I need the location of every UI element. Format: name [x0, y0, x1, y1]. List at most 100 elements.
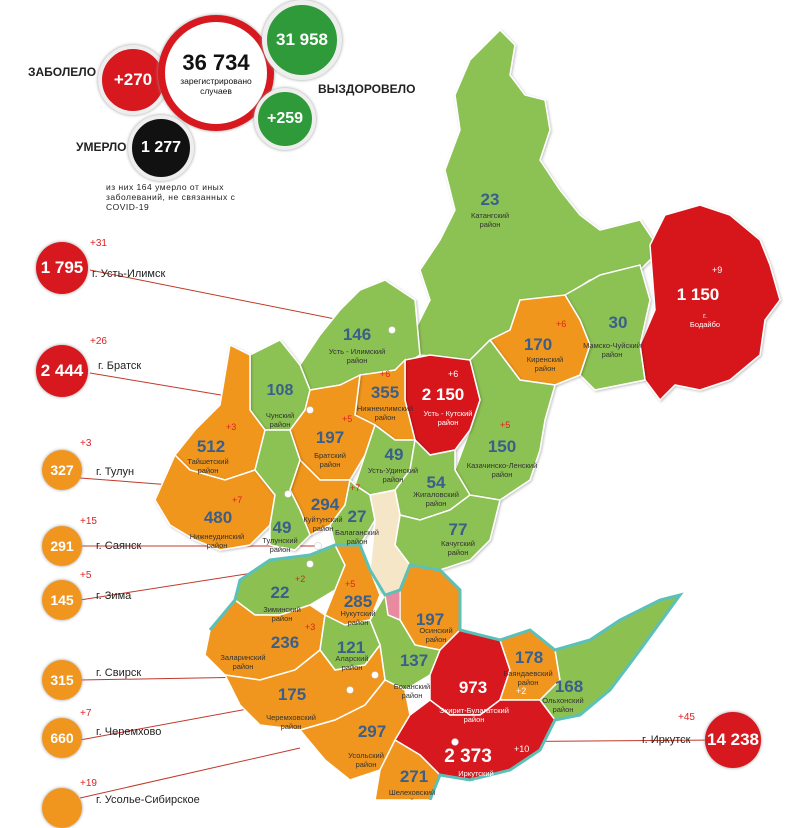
city-name: г. Свирск — [96, 667, 142, 679]
city-badge — [42, 788, 82, 828]
city-badge: 327 — [42, 450, 82, 490]
district-name: Качугский район — [441, 539, 475, 557]
district-value: 285 — [344, 592, 372, 611]
district-name: Боханский район — [394, 682, 430, 700]
district-delta: +6 — [556, 319, 566, 329]
city-value: 327 — [50, 462, 74, 478]
infected-new-value: +270 — [113, 70, 153, 89]
district-delta: +10 — [514, 744, 529, 754]
recovered-new-value: +259 — [266, 110, 304, 127]
district-value: 197 — [316, 428, 344, 447]
district-value: 27 — [348, 507, 367, 526]
recovered-total-badge: 31 958 — [262, 0, 342, 80]
district-name: Тулунский район — [262, 536, 297, 554]
district-value: 30 — [609, 313, 628, 332]
district-name: Заларинский район — [220, 653, 265, 671]
district-value: 197 — [416, 610, 444, 629]
city-name: г. Иркутск — [642, 734, 691, 746]
district-value: 175 — [278, 685, 306, 704]
district-value: 480 — [204, 508, 232, 527]
district-name: Балаганский район — [335, 528, 379, 546]
south-outline — [208, 543, 684, 800]
city-name: г. Тулун — [96, 466, 135, 478]
died-value: 1 277 — [140, 139, 182, 156]
city-value: 291 — [50, 538, 74, 554]
city-value: 315 — [50, 672, 74, 688]
district-value: 2 373 — [444, 746, 492, 767]
district-name: Чунский район — [266, 411, 294, 429]
district-name: Аларский район — [335, 654, 368, 672]
city-name: г. Братск — [98, 360, 142, 372]
district-value: 49 — [385, 445, 404, 464]
district-value: 54 — [427, 473, 446, 492]
city-delta: +3 — [80, 438, 92, 449]
recovered-new-badge: +259 — [254, 88, 316, 150]
total-caption: зарегистрировано случаев — [180, 76, 252, 96]
city-badge: 145 — [42, 580, 82, 620]
city-delta: +45 — [678, 712, 695, 723]
district-name: Киренский район — [527, 355, 563, 373]
region-map: 23 Катангский район 1 150 г. Бодайбо +9 146 Усть… — [79, 28, 781, 800]
district-value: 49 — [273, 518, 292, 537]
city-delta: +19 — [80, 778, 97, 789]
district-delta: +7 — [232, 495, 242, 505]
district-value: 2 150 — [422, 385, 465, 404]
district-name: Нижнеилимский район — [357, 404, 413, 422]
city-badge: 660 — [42, 718, 82, 758]
city-value: 145 — [50, 592, 74, 608]
district-delta: +3 — [226, 422, 236, 432]
district-value: 1 150 — [677, 285, 720, 304]
district-value: 108 — [267, 382, 294, 399]
district-name: Катангский район — [471, 211, 509, 229]
city-delta: +7 — [80, 708, 92, 719]
city-name: г. Усть-Илимск — [92, 268, 166, 280]
city-badge: 1 795 — [36, 242, 88, 294]
district-name: Зиминский район — [263, 605, 301, 623]
district-name: Усть - Кутский район — [424, 409, 473, 427]
city-badge: 14 238 — [705, 712, 761, 768]
district-delta: +5 — [342, 414, 352, 424]
died-label: УМЕРЛО — [76, 140, 127, 154]
city-badge: 2 444 — [36, 345, 88, 397]
city-delta: +26 — [90, 336, 107, 347]
district-value: 168 — [555, 677, 583, 696]
district-tulunsky[interactable] — [254, 429, 311, 551]
district-name: Казачинско-Ленский район — [467, 461, 538, 479]
district-name: Нижнеудинский район — [190, 532, 244, 550]
district-value: 178 — [515, 648, 543, 667]
city-delta: +5 — [80, 570, 92, 581]
district-name: Эхирит-Булагатский район — [439, 706, 509, 724]
recovered-label: ВЫЗДОРОВЕЛО — [318, 82, 416, 96]
city-name: г. Усолье-Сибирское — [96, 794, 200, 806]
infected-label: ЗАБОЛЕЛО — [28, 65, 97, 79]
recovered-total-value: 31 958 — [276, 30, 328, 49]
died-badge: 1 277 — [128, 115, 194, 181]
district-name: Баяндаевский район — [503, 669, 552, 687]
district-delta: +7 — [350, 483, 360, 493]
district-value: 137 — [400, 651, 428, 670]
city-delta: +31 — [90, 238, 107, 249]
district-name: Мамско-Чуйский район — [583, 341, 641, 359]
district-delta: +3 — [305, 622, 315, 632]
district-cheremkhovsky[interactable] — [223, 643, 386, 731]
district-value: 355 — [371, 383, 399, 402]
district-name: Нукутский район — [340, 609, 375, 627]
district-name: Усть - Илимский район — [329, 347, 386, 365]
district-value: 23 — [481, 190, 500, 209]
district-delta: +6 — [448, 369, 458, 379]
district-name: Жигаловский район — [413, 490, 459, 508]
district-value: 271 — [400, 767, 428, 786]
district-name: Усть-Удинский район — [368, 466, 418, 484]
died-note: из них 164 умерло от иных заболеваний, н… — [106, 182, 236, 212]
district-name: Тайшетский район — [187, 457, 228, 475]
city-badge: 291 — [42, 526, 82, 566]
city-value: 660 — [50, 730, 74, 746]
district-value: 146 — [343, 325, 371, 344]
district-value: 150 — [488, 437, 516, 456]
district-name: Осинский район — [419, 626, 452, 644]
district-value: 170 — [524, 335, 552, 354]
district-value: 512 — [197, 437, 225, 456]
total-value: 36 734 — [182, 50, 250, 75]
district-value: 297 — [358, 722, 386, 741]
district-value: 22 — [271, 583, 290, 602]
